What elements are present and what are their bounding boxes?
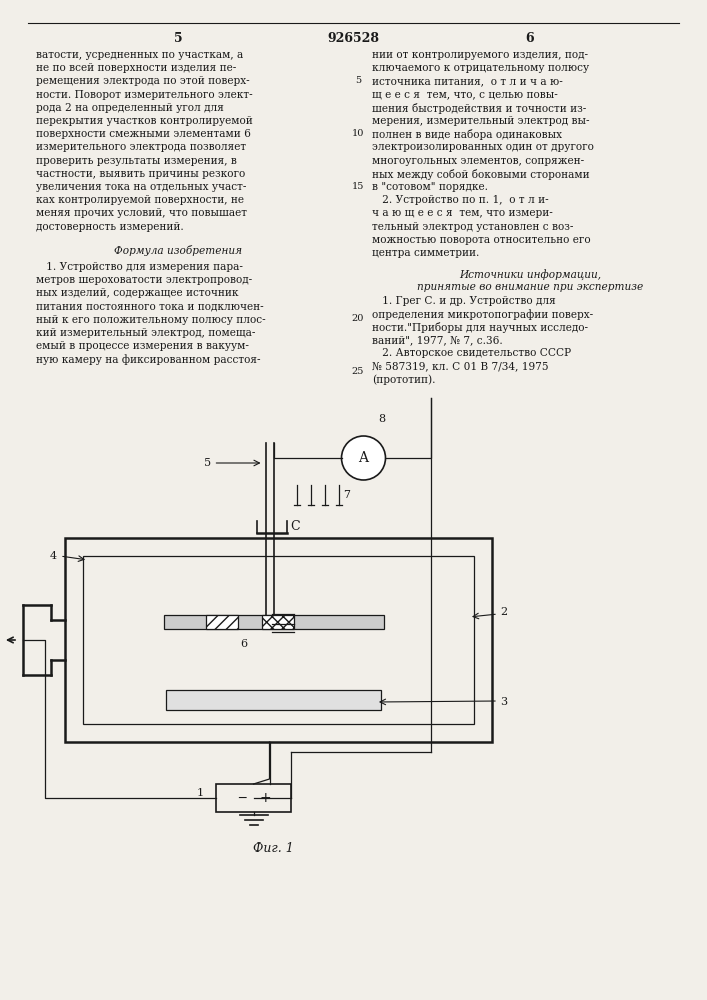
Text: 6: 6: [240, 639, 247, 649]
Text: ности."Приборы для научных исследо-: ности."Приборы для научных исследо-: [372, 322, 588, 333]
Text: тельный электрод установлен с воз-: тельный электрод установлен с воз-: [372, 222, 573, 232]
Text: 5: 5: [174, 32, 182, 45]
Text: Фиг. 1: Фиг. 1: [253, 842, 294, 855]
Bar: [166, 690, 381, 710]
Circle shape: [341, 436, 385, 480]
Text: мерения, измерительный электрод вы-: мерения, измерительный электрод вы-: [372, 116, 590, 126]
Text: Источники информации,: Источники информации,: [459, 269, 601, 280]
Text: метров шероховатости электропровод-: метров шероховатости электропровод-: [36, 275, 252, 285]
Text: щ е е с я  тем, что, с целью повы-: щ е е с я тем, что, с целью повы-: [372, 90, 558, 100]
Bar: [83, 556, 474, 724]
Text: ваний", 1977, № 7, с.36.: ваний", 1977, № 7, с.36.: [372, 335, 503, 345]
Text: ности. Поворот измерительного элект-: ности. Поворот измерительного элект-: [36, 90, 252, 100]
Text: 2: 2: [500, 607, 507, 617]
Text: ный к его положительному полюсу плос-: ный к его положительному полюсу плос-: [36, 315, 266, 325]
Text: кий измерительный электрод, помеща-: кий измерительный электрод, помеща-: [36, 328, 255, 338]
Text: меняя прочих условий, что повышает: меняя прочих условий, что повышает: [36, 208, 247, 218]
Text: 4: 4: [50, 551, 57, 561]
Bar: [206, 615, 238, 629]
Text: ных между собой боковыми сторонами: ных между собой боковыми сторонами: [372, 169, 590, 180]
Text: центра симметрии.: центра симметрии.: [372, 248, 479, 258]
Text: 6: 6: [526, 32, 534, 45]
Text: рода 2 на определенный угол для: рода 2 на определенный угол для: [36, 103, 224, 113]
Text: A: A: [358, 451, 368, 465]
Text: не по всей поверхности изделия пе-: не по всей поверхности изделия пе-: [36, 63, 236, 73]
Text: 2. Устройство по п. 1,  о т л и-: 2. Устройство по п. 1, о т л и-: [372, 195, 549, 205]
Text: № 587319, кл. С 01 В 7/34, 1975: № 587319, кл. С 01 В 7/34, 1975: [372, 362, 549, 372]
Text: емый в процессе измерения в вакуум-: емый в процессе измерения в вакуум-: [36, 341, 249, 351]
Text: ную камеру на фиксированном расстоя-: ную камеру на фиксированном расстоя-: [36, 354, 260, 365]
Text: источника питания,  о т л и ч а ю-: источника питания, о т л и ч а ю-: [372, 76, 563, 86]
Text: принятые во внимание при экспертизе: принятые во внимание при экспертизе: [417, 282, 643, 292]
Text: ключаемого к отрицательному полюсу: ключаемого к отрицательному полюсу: [372, 63, 589, 73]
Text: увеличения тока на отдельных участ-: увеличения тока на отдельных участ-: [36, 182, 246, 192]
Text: (прототип).: (прототип).: [372, 375, 436, 385]
Text: достоверность измерений.: достоверность измерений.: [36, 222, 184, 232]
Text: 1. Устройство для измерения пара-: 1. Устройство для измерения пара-: [36, 262, 243, 272]
Text: многоугольных элементов, сопряжен-: многоугольных элементов, сопряжен-: [372, 156, 584, 166]
Text: 15: 15: [352, 182, 364, 191]
Text: 926528: 926528: [327, 32, 379, 45]
Text: 8: 8: [378, 414, 385, 424]
Text: питания постоянного тока и подключен-: питания постоянного тока и подключен-: [36, 302, 264, 312]
Text: ках контролируемой поверхности, не: ках контролируемой поверхности, не: [36, 195, 244, 205]
Text: ─: ─: [238, 792, 245, 804]
Text: шения быстродействия и точности из-: шения быстродействия и точности из-: [372, 103, 586, 114]
Text: 3: 3: [500, 697, 507, 707]
Text: 10: 10: [352, 129, 364, 138]
Text: определения микротопографии поверх-: определения микротопографии поверх-: [372, 309, 593, 320]
Text: +: +: [259, 791, 271, 805]
Text: поверхности смежными элементами 6: поверхности смежными элементами 6: [36, 129, 251, 139]
Text: 1. Грег С. и др. Устройство для: 1. Грег С. и др. Устройство для: [372, 296, 556, 306]
Text: 20: 20: [352, 314, 364, 323]
Text: в "сотовом" порядке.: в "сотовом" порядке.: [372, 182, 488, 192]
Text: нии от контролируемого изделия, под-: нии от контролируемого изделия, под-: [372, 50, 588, 60]
Text: ремещения электрода по этой поверх-: ремещения электрода по этой поверх-: [36, 76, 250, 86]
Text: 25: 25: [352, 367, 364, 376]
Text: 5: 5: [204, 458, 211, 468]
Text: частности, выявить причины резкого: частности, выявить причины резкого: [36, 169, 245, 179]
Text: ч а ю щ е е с я  тем, что измери-: ч а ю щ е е с я тем, что измери-: [372, 208, 553, 218]
Text: C: C: [291, 520, 300, 534]
Text: 1: 1: [197, 788, 204, 798]
Bar: [216, 784, 291, 812]
Text: измерительного электрода позволяет: измерительного электрода позволяет: [36, 142, 246, 152]
Bar: [65, 538, 492, 742]
Text: проверить результаты измерения, в: проверить результаты измерения, в: [36, 156, 237, 166]
Text: Формула изобретения: Формула изобретения: [114, 245, 242, 256]
Text: ватости, усредненных по участкам, а: ватости, усредненных по участкам, а: [36, 50, 243, 60]
Text: 2. Авторское свидетельство СССР: 2. Авторское свидетельство СССР: [372, 348, 571, 358]
Text: полнен в виде набора одинаковых: полнен в виде набора одинаковых: [372, 129, 562, 140]
Text: электроизолированных один от другого: электроизолированных один от другого: [372, 142, 594, 152]
Bar: [163, 615, 383, 629]
Text: 5: 5: [355, 76, 361, 85]
Text: ных изделий, содержащее источник: ных изделий, содержащее источник: [36, 288, 238, 298]
Bar: [262, 615, 293, 629]
Text: перекрытия участков контролируемой: перекрытия участков контролируемой: [36, 116, 252, 126]
Text: 7: 7: [344, 490, 351, 500]
Text: можностью поворота относительно его: можностью поворота относительно его: [372, 235, 590, 245]
